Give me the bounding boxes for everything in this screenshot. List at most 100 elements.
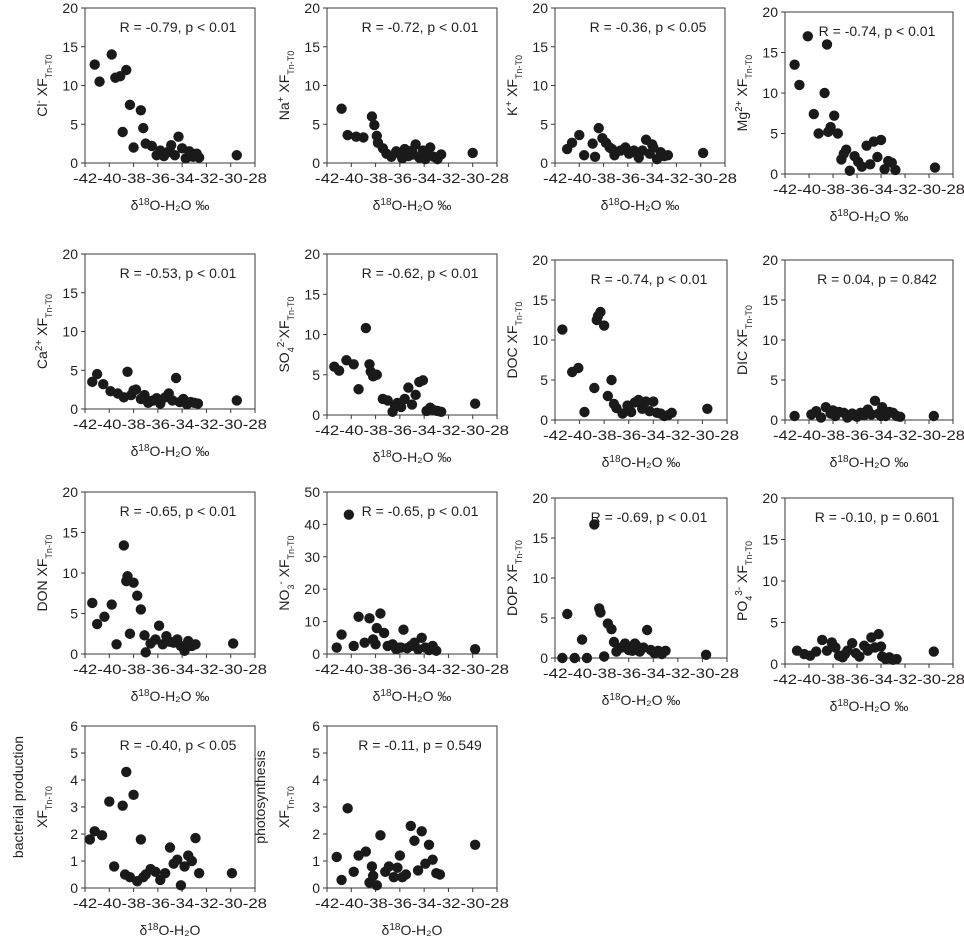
data-point [606,624,617,635]
y-tick-label: 6 [70,718,78,734]
data-point [104,796,115,807]
data-point [576,634,588,645]
data-point [87,376,98,388]
x-tick-labels: -42-40-38-36-34-32-30-28 [773,671,964,687]
data-point [646,139,658,150]
data-point [589,382,600,394]
y-tick-label: 5 [70,745,78,761]
data-point [405,820,416,832]
data-point [890,164,901,176]
data-point [573,362,584,374]
y-tick-label: 15 [62,285,78,301]
data-point [91,618,103,630]
data-point [358,132,369,143]
data-point [403,382,414,393]
data-point [124,628,136,639]
data-point [367,870,379,882]
y-tick-label: 2 [312,826,320,842]
data-point [435,406,447,417]
data-point [434,869,446,880]
y-tick-label: 20 [762,490,778,506]
data-point [802,31,813,42]
data-point [371,880,382,891]
data-point [928,646,939,657]
y-tick-label: 20 [304,0,320,16]
data-point [629,638,641,649]
data-point [608,636,620,648]
y-tick-label: 10 [762,85,778,101]
y-tick-label: 6 [312,718,320,734]
data-point [342,129,353,141]
data-point [397,153,408,164]
data-point [467,147,478,159]
data-point [348,359,359,370]
x-axis-label: δ18O-H₂O ‰ [373,688,452,705]
data-point [869,395,881,406]
data-point [227,638,239,649]
data-point [179,861,190,872]
data-point [598,320,610,331]
correlation-annotation: R = -0.79, p < 0.01 [120,19,237,35]
y-tick-label: 10 [532,78,548,94]
data-point [819,87,830,99]
y-tick-label: 5 [312,116,320,132]
data-point [366,861,378,872]
data-point [569,652,580,664]
correlation-annotation: R = 0.04, p = 0.842 [817,271,937,287]
data-point [84,834,96,845]
data-point [626,146,637,158]
data-point [879,163,890,175]
x-tick-labels: -42-40-38-36-34-32-30-28 [315,895,509,911]
data-point [410,389,421,401]
y-tick-label: 2 [70,826,78,842]
data-point [118,540,130,551]
y-tick-label: 0 [70,401,78,417]
data-point [395,642,407,653]
data-point [817,634,828,646]
data-point [595,607,606,618]
x-tick-labels: -42-40-38-36-34-32-30-28 [73,416,267,432]
data-point [872,151,883,163]
y-tick-label: 4 [312,772,320,788]
data-point [342,803,353,814]
panel-po4: 0 5 10 15 20 -42-40-38-36-34-32-30-28 δ18O-H₂O… [734,490,964,714]
data-point [702,403,713,414]
data-point [891,653,902,665]
data-point [408,149,419,160]
data-point [581,652,593,664]
y-tick-label: 5 [70,116,78,132]
data-point [827,405,839,416]
correlation-annotation: R = -0.36, p < 0.05 [590,19,707,35]
panel-don: 0 5 10 15 20 -42-40-38-36-34-32-30-28 δ18O-H₂O… [34,484,267,704]
correlation-annotation: R = -0.53, p < 0.01 [120,265,237,281]
data-point [135,604,147,615]
data-point [811,646,822,657]
data-point [121,766,132,778]
y-tick-label: 5 [540,372,548,388]
data-point [821,39,833,50]
y-tick-label: 20 [304,581,320,597]
x-tick-labels: -42-40-38-36-34-32-30-28 [543,170,737,186]
data-point [789,59,800,70]
data-point [562,608,573,620]
correlation-annotation: R = -0.74, p < 0.01 [591,271,708,287]
data-point [839,648,851,660]
y-tick-label: 5 [312,367,320,383]
y-tick-label: 1 [312,853,320,869]
data-point [838,148,849,159]
y-tick-label: 20 [62,246,78,262]
y-tick-label: 0 [70,880,78,896]
data-point [172,854,183,865]
data-point [190,832,201,844]
panel-k: 0 5 10 15 20 -42-40-38-36-34-32-30-28 δ18O-H₂O… [504,0,738,213]
data-point [808,108,819,120]
y-axis-label-secondary: photosynthesis [252,750,268,843]
data-point [369,119,380,131]
data-point [578,150,590,161]
data-point [128,385,139,396]
data-point [186,855,198,867]
data-point [153,620,165,631]
panel-bact: 0 1 2 3 4 5 6 -42-40-38-36-34-32-30-28 δ18O-H₂O X… [10,718,267,938]
y-tick-label: 5 [770,615,778,631]
data-point [108,861,120,872]
